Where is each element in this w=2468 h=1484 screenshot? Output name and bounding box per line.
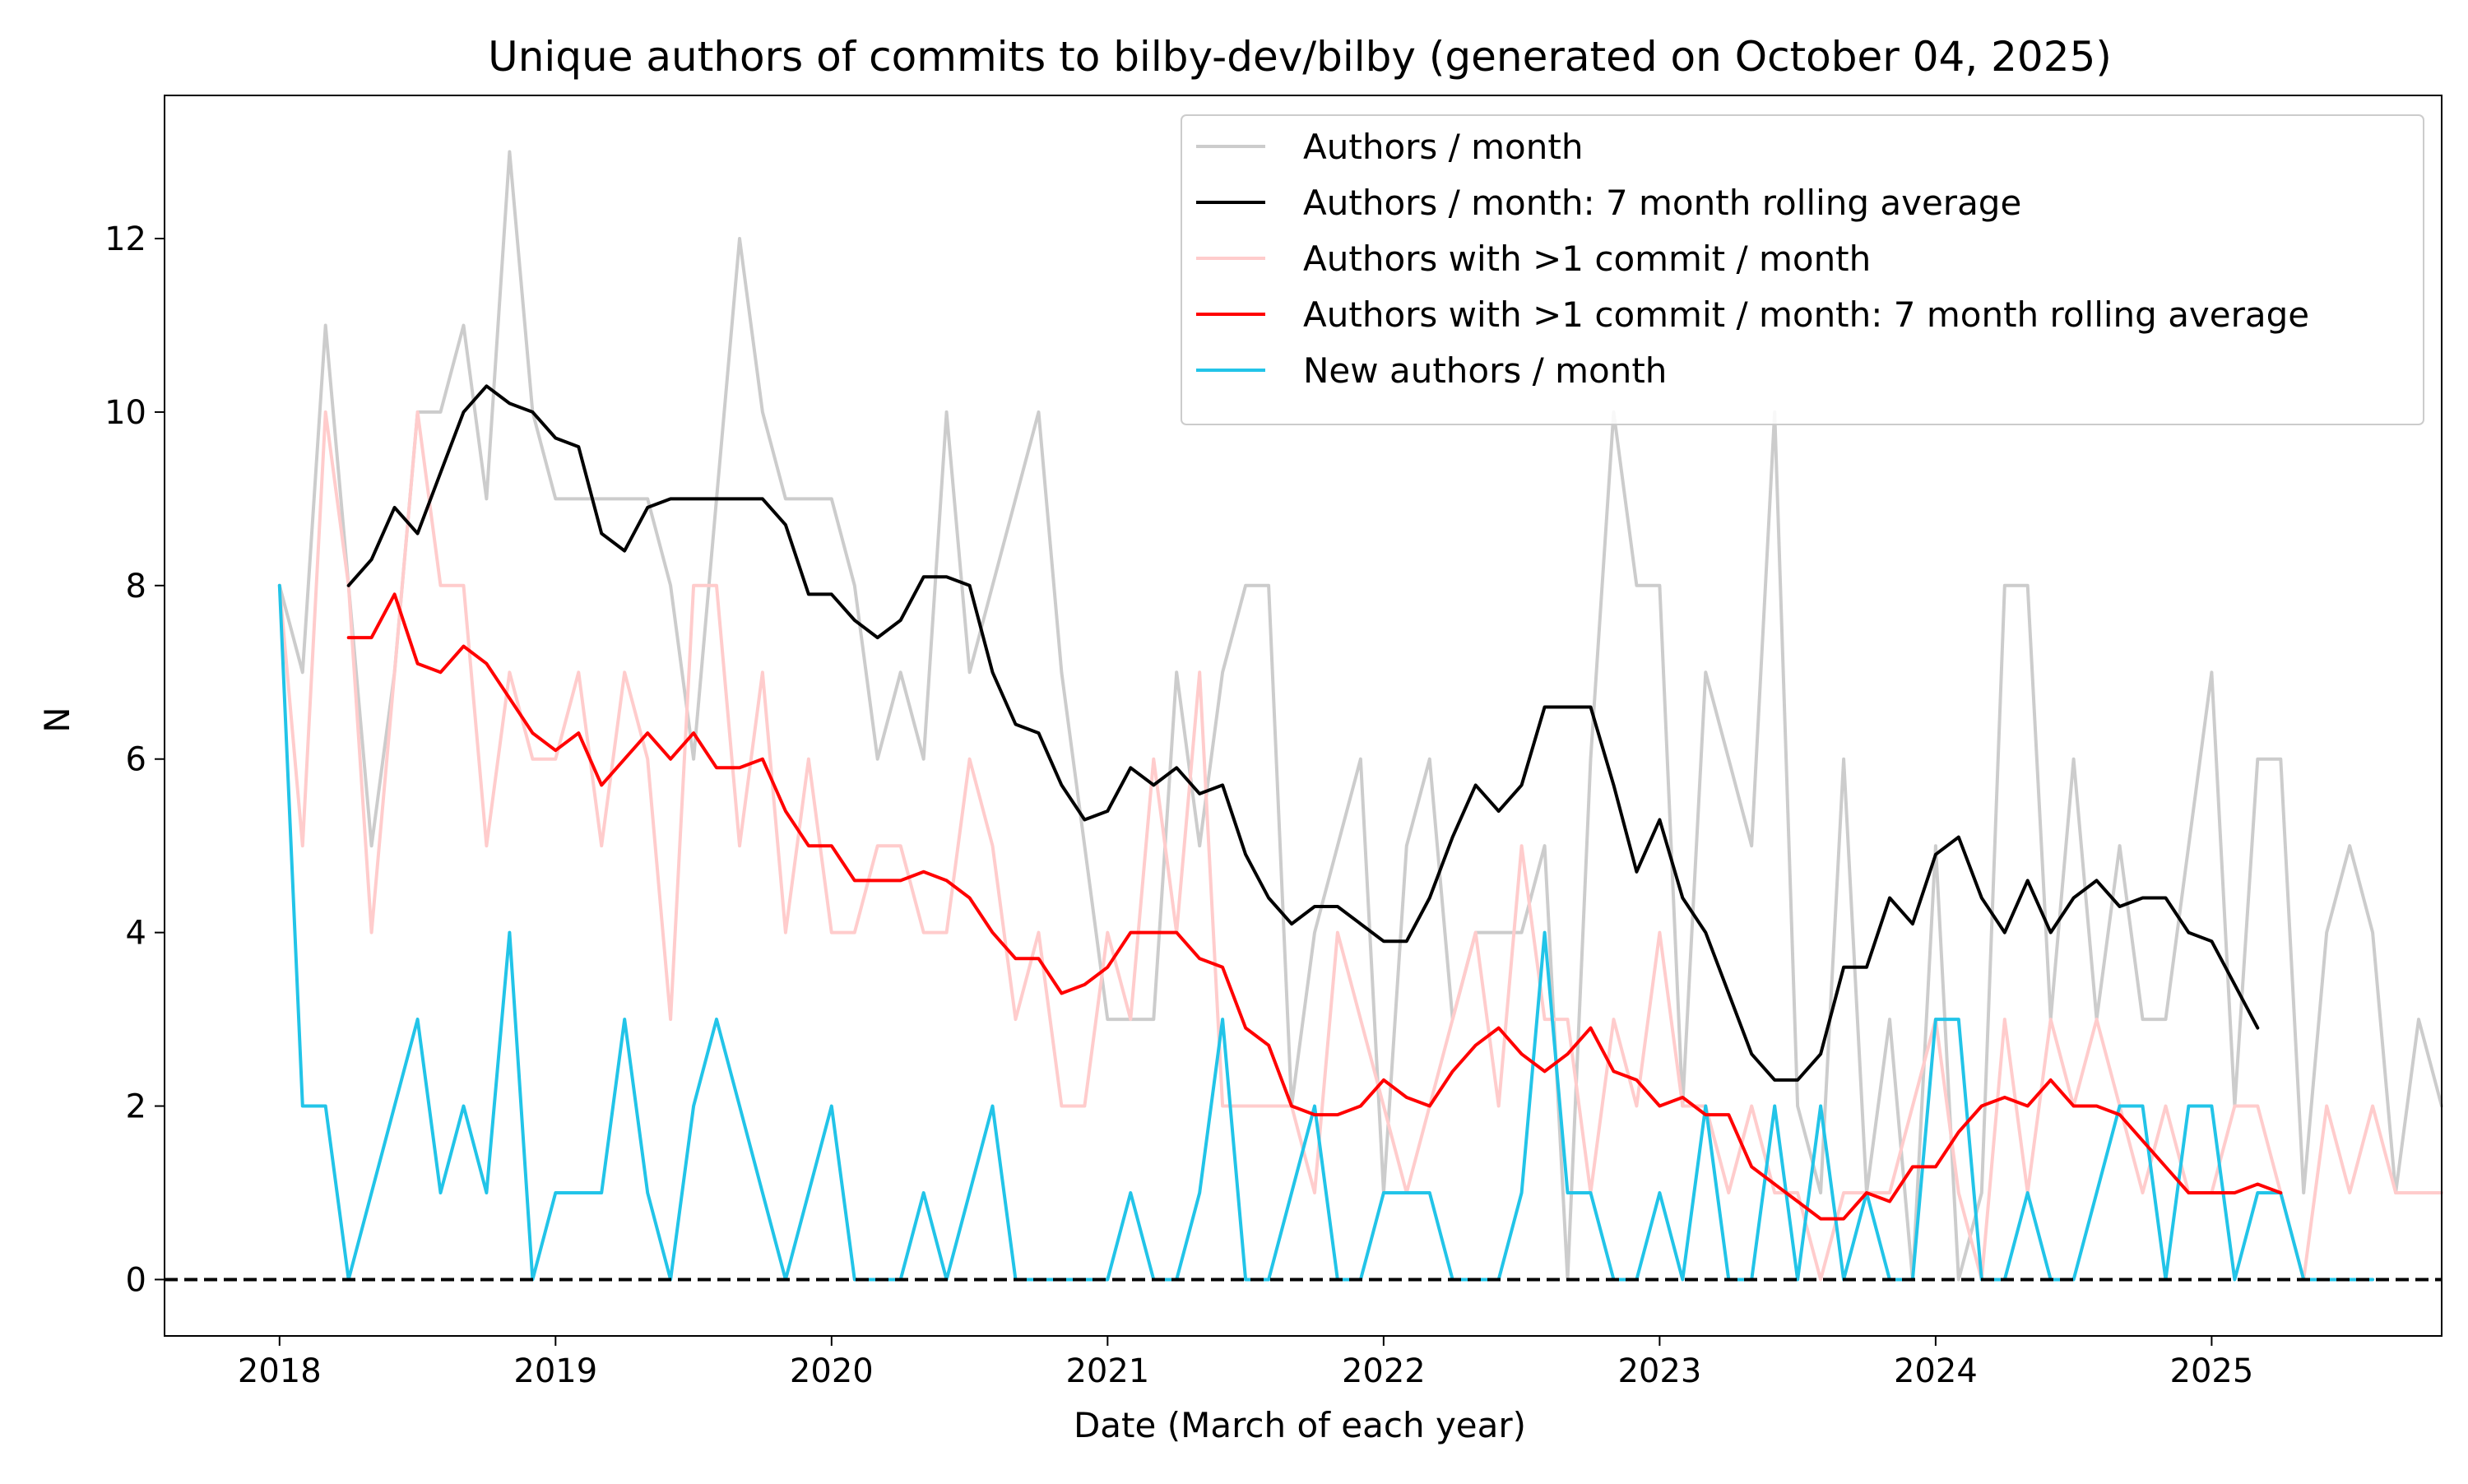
y-tick-label: 6	[126, 741, 146, 779]
x-axis-title: Date (March of each year)	[1074, 1405, 1526, 1445]
plot-frame	[164, 95, 2442, 1337]
y-axis-title: N	[37, 707, 77, 732]
series-line-1	[277, 150, 2443, 1282]
legend-label: Authors / month	[1303, 127, 1583, 167]
y-tick-label: 12	[104, 220, 146, 258]
plot-area	[165, 150, 2443, 1282]
y-axis: 0 2 4 6 8 10 12	[104, 220, 165, 1299]
y-tick-label: 10	[104, 394, 146, 432]
x-tick-label: 2022	[1342, 1352, 1426, 1390]
x-tick-label: 2025	[2170, 1352, 2254, 1390]
x-axis: 2018 2019 2020 2021 2022 2023 2024 2025	[238, 1336, 2253, 1390]
y-tick-label: 8	[126, 568, 146, 605]
legend: Authors / month Authors / month: 7 month …	[1181, 114, 2424, 425]
x-tick-label: 2020	[790, 1352, 874, 1390]
legend-box	[1181, 114, 2424, 425]
y-tick-label: 0	[126, 1261, 146, 1299]
legend-label: Authors / month: 7 month rolling average	[1303, 183, 2021, 223]
legend-label: Authors with >1 commit / month	[1303, 239, 1871, 279]
series-line-4	[346, 592, 2283, 1221]
x-tick-label: 2024	[1894, 1352, 1978, 1390]
chart-title: Unique authors of commits to bilby-dev/b…	[488, 33, 2112, 81]
y-tick-label: 2	[126, 1088, 146, 1126]
series-line-2	[346, 384, 2260, 1082]
legend-label: New authors / month	[1303, 350, 1667, 391]
series-line-5	[277, 583, 2375, 1282]
legend-label: Authors with >1 commit / month: 7 month …	[1303, 294, 2309, 335]
x-tick-label: 2021	[1065, 1352, 1149, 1390]
x-tick-label: 2018	[238, 1352, 322, 1390]
x-tick-label: 2023	[1617, 1352, 1701, 1390]
series-line-3	[277, 410, 2443, 1282]
y-tick-label: 4	[126, 915, 146, 953]
x-tick-label: 2019	[513, 1352, 597, 1390]
